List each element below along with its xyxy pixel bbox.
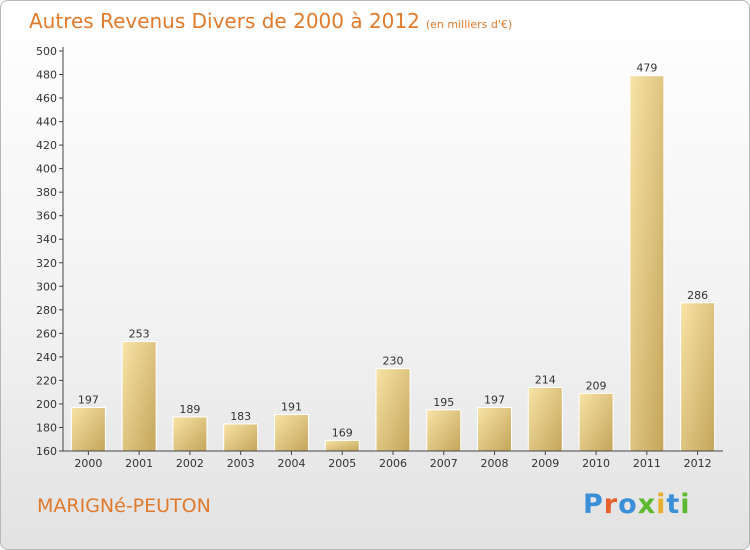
y-tick-label: 160 (36, 445, 57, 458)
bar (223, 423, 259, 452)
bar-value-label: 169 (332, 426, 353, 439)
bar-value-label: 197 (78, 393, 99, 406)
bar (680, 302, 716, 452)
y-tick-label: 440 (36, 116, 57, 129)
bar-value-label: 189 (179, 403, 200, 416)
bar-value-label: 253 (129, 328, 150, 341)
bar (426, 409, 462, 452)
bar (629, 75, 665, 452)
x-tick-label: 2003 (227, 457, 255, 470)
y-tick-label: 180 (36, 421, 57, 434)
bar-value-label: 183 (230, 410, 251, 423)
bar-value-label: 191 (281, 401, 302, 414)
bar (324, 439, 360, 452)
x-tick-label: 2007 (430, 457, 458, 470)
y-tick-label: 200 (36, 398, 57, 411)
y-tick-label: 420 (36, 139, 57, 152)
y-tick-label: 300 (36, 280, 57, 293)
y-tick-label: 240 (36, 351, 57, 364)
y-tick-label: 280 (36, 304, 57, 317)
bar (477, 406, 513, 452)
x-tick-label: 2002 (176, 457, 204, 470)
bars: 197 253 189 183 191 169 230 195 197 214 209 479 286 (70, 62, 716, 452)
y-tick-label: 360 (36, 210, 57, 223)
y-tick-label: 340 (36, 233, 57, 246)
bar (172, 416, 208, 452)
y-tick-label: 380 (36, 186, 57, 199)
y-tick-label: 260 (36, 327, 57, 340)
place-name: MARIGNé-PEUTON (37, 495, 211, 517)
x-tick-label: 2004 (277, 457, 305, 470)
bar-value-label: 479 (636, 62, 657, 75)
chart-title-text: Autres Revenus Divers de 2000 à 2012 (29, 9, 420, 33)
y-axis: 160 180 200 220 240 260 280 300 320 340 360 380 400 4… (36, 45, 64, 458)
logo-letter: i (656, 489, 667, 520)
logo-letter: r (603, 489, 619, 520)
y-tick-label: 460 (36, 92, 57, 105)
bar (273, 414, 309, 452)
x-tick-label: 2009 (531, 457, 559, 470)
bar (375, 368, 411, 452)
chart-subtitle: (en milliers d'€) (425, 18, 513, 31)
logo-letter: i (680, 489, 691, 520)
bar-value-label: 197 (484, 393, 505, 406)
bar-value-label: 209 (586, 379, 607, 392)
bar (578, 392, 614, 452)
y-tick-label: 400 (36, 163, 57, 176)
x-tick-label: 2000 (74, 457, 102, 470)
bar (70, 406, 106, 452)
chart-title: Autres Revenus Divers de 2000 à 2012 (en … (29, 9, 512, 33)
bar-value-label: 286 (687, 289, 708, 302)
proxiti-logo: Proxiti (583, 489, 691, 520)
x-tick-label: 2011 (633, 457, 661, 470)
y-tick-label: 480 (36, 69, 57, 82)
x-axis: 2000 2001 2002 2003 2004 2005 2006 2007 2008 2009… (63, 450, 723, 470)
y-tick-label: 220 (36, 374, 57, 387)
logo-letter: x (637, 489, 657, 520)
bar (121, 341, 157, 452)
bar (527, 386, 563, 452)
x-tick-label: 2005 (328, 457, 356, 470)
bar-value-label: 195 (433, 396, 454, 409)
x-tick-label: 2010 (582, 457, 610, 470)
y-tick-label: 500 (36, 45, 57, 58)
logo-letter: P (583, 489, 604, 520)
x-tick-label: 2008 (481, 457, 509, 470)
x-tick-label: 2006 (379, 457, 407, 470)
logo-letter: o (618, 489, 638, 520)
x-tick-label: 2001 (125, 457, 153, 470)
x-tick-label: 2012 (684, 457, 712, 470)
bar-value-label: 214 (535, 373, 556, 386)
bar-value-label: 230 (383, 355, 404, 368)
logo-letter: t (666, 489, 681, 520)
y-tick-label: 320 (36, 257, 57, 270)
